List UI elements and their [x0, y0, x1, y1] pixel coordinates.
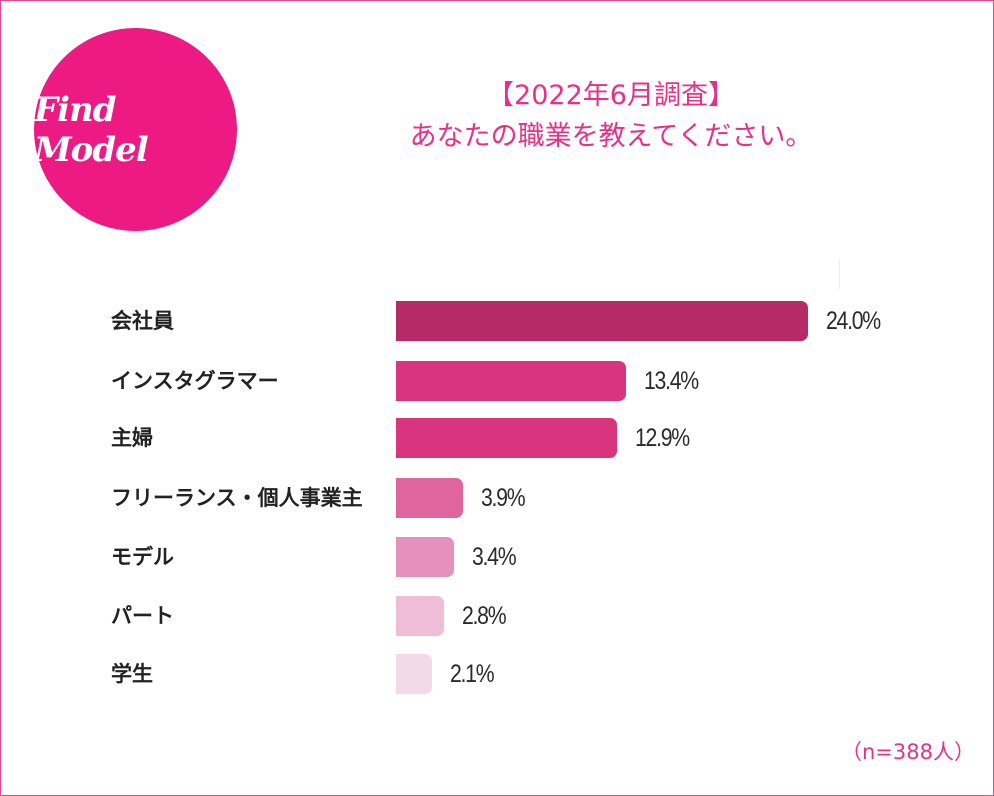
value-label: 3.4% [472, 543, 517, 571]
category-label: 会社員 [111, 309, 174, 333]
logo-text: Find Model [34, 89, 149, 170]
category-label: モデル [111, 545, 174, 569]
value-label: 2.8% [462, 602, 507, 630]
value-label: 2.1% [450, 660, 495, 688]
bar [396, 418, 618, 458]
bar [396, 596, 445, 636]
survey-date-title: 【2022年6月調査】 [487, 80, 735, 111]
question-title: あなたの職業を教えてください。 [409, 121, 813, 152]
category-label: インスタグラマー [111, 369, 279, 393]
bar [396, 654, 433, 694]
bar [396, 537, 455, 577]
divider [839, 259, 840, 289]
value-label: 3.9% [480, 484, 526, 512]
category-label: 学生 [111, 662, 153, 686]
sample-size-note: （n=388人） [841, 740, 975, 764]
bar [396, 478, 463, 518]
bar [396, 361, 627, 401]
category-label: フリーランス・個人事業主 [111, 486, 363, 510]
bar [396, 301, 808, 341]
value-label: 12.9% [635, 424, 690, 452]
category-label: 主婦 [111, 426, 153, 450]
category-label: パート [111, 604, 174, 628]
find-model-logo: Find Model [34, 28, 237, 231]
value-label: 13.4% [644, 367, 699, 395]
value-label: 24.0% [826, 307, 881, 335]
